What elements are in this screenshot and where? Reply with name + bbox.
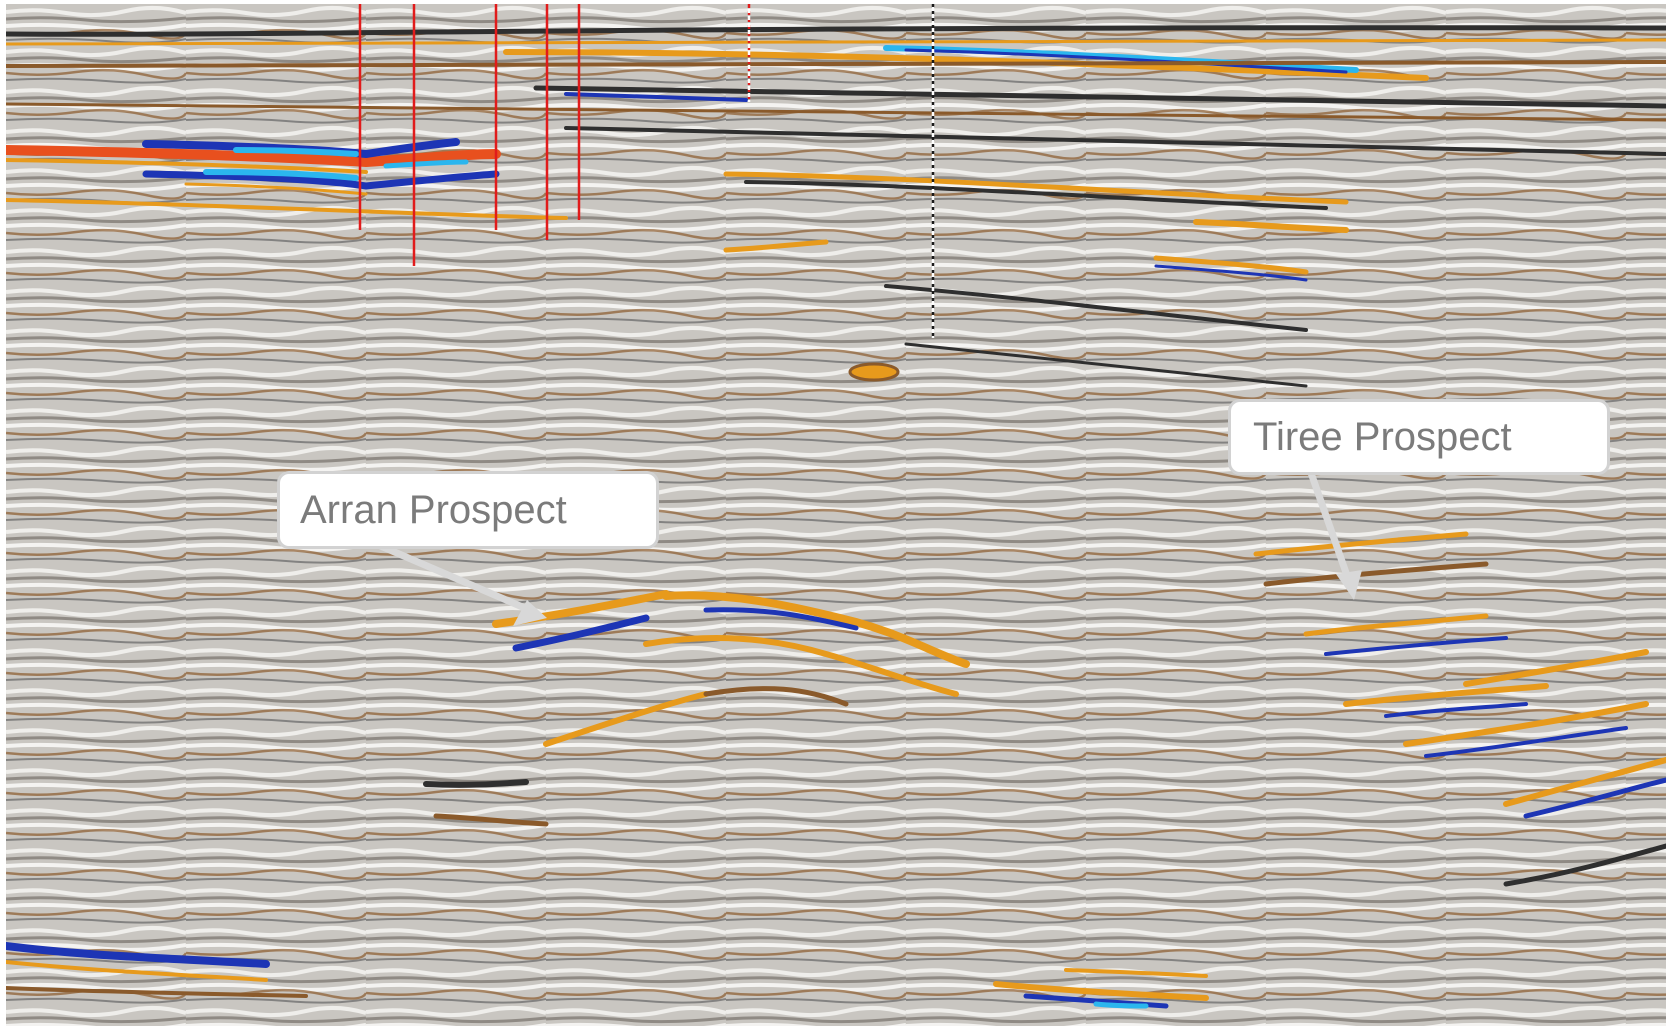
arran-prospect-label: Arran Prospect: [277, 471, 659, 549]
tiree-prospect-label: Tiree Prospect: [1228, 399, 1610, 475]
tiree-prospect-text: Tiree Prospect: [1253, 415, 1512, 459]
seismic-image: [6, 4, 1666, 1026]
anticline-reflectors: [423, 590, 970, 827]
bright-reflector: [6, 138, 501, 196]
arrow-down-icon: [1306, 466, 1362, 600]
tiree-reflectors: [1253, 531, 1666, 887]
well-lines: [358, 4, 935, 338]
arran-prospect-text: Arran Prospect: [300, 488, 567, 532]
arrow-down-right-icon: [372, 540, 547, 626]
deep-reflectors: [6, 942, 1209, 1009]
seismic-section: [6, 4, 1666, 1026]
